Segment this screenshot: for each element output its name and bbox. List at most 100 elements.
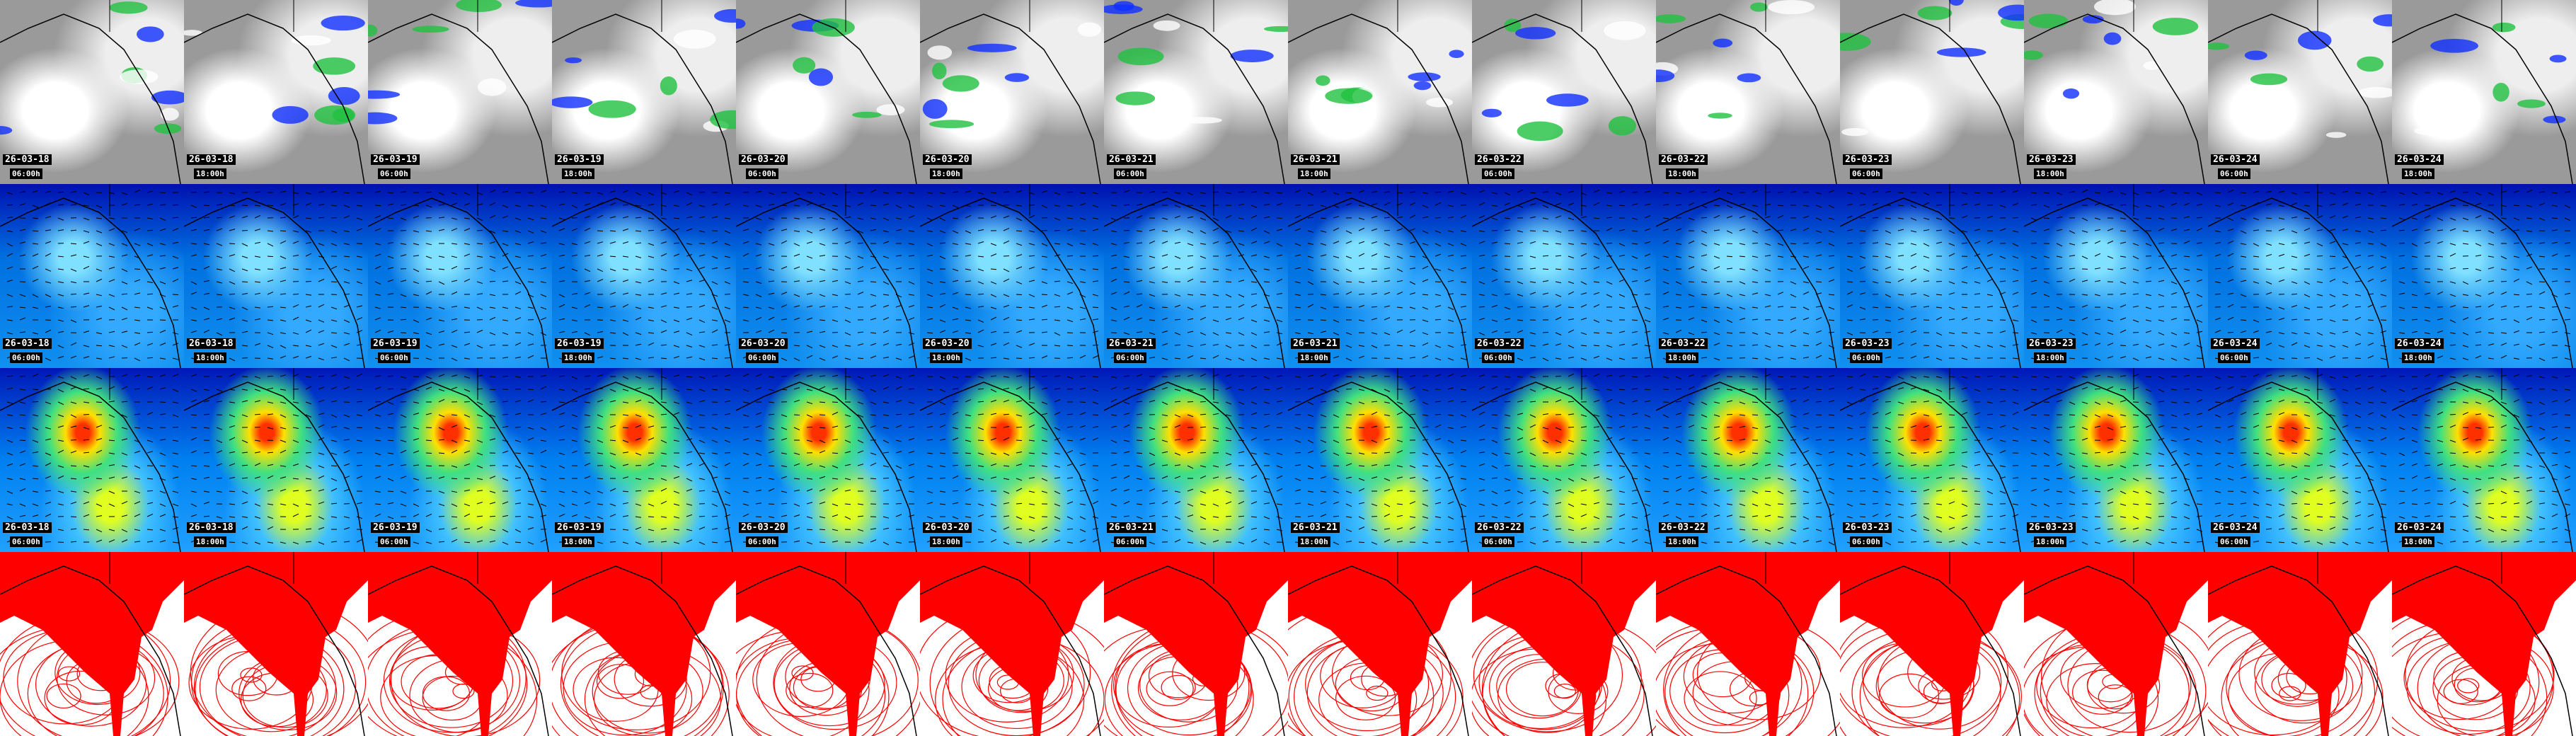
wind-arrow bbox=[1003, 240, 1010, 244]
coastline bbox=[0, 565, 181, 736]
wind-arrow bbox=[1910, 278, 1917, 282]
wind-arrow bbox=[648, 342, 655, 346]
wind-arrow bbox=[514, 413, 522, 415]
time-label: 06:00h bbox=[1114, 352, 1146, 363]
wind-arrow bbox=[1447, 400, 1454, 403]
wind-arrow bbox=[1752, 190, 1759, 193]
wind-arrow bbox=[343, 243, 350, 246]
wind-arrow bbox=[318, 386, 325, 390]
wind-arrow bbox=[540, 427, 547, 431]
wind-arrow bbox=[1568, 255, 1575, 259]
wind-arrow bbox=[1079, 437, 1086, 441]
wind-arrow bbox=[1828, 217, 1835, 220]
wind-arrow bbox=[146, 254, 154, 257]
wind-arrow bbox=[2012, 319, 2019, 322]
wind-arrow bbox=[1250, 401, 1258, 405]
wind-arrow bbox=[1752, 292, 1759, 295]
wind-arrow bbox=[1662, 478, 1669, 480]
wind-arrow bbox=[781, 240, 788, 244]
wind-arrow bbox=[1618, 205, 1626, 207]
wind-arrow bbox=[1161, 357, 1168, 360]
wind-arrow bbox=[571, 401, 578, 403]
wind-arrow bbox=[1828, 374, 1835, 377]
wind-arrow bbox=[1041, 318, 1048, 321]
wind-arrow bbox=[1066, 439, 1074, 442]
wind-arrow bbox=[1999, 389, 2006, 391]
wind-arrow bbox=[648, 437, 655, 441]
wind-arrow bbox=[1662, 332, 1669, 335]
wind-arrow bbox=[597, 414, 604, 418]
wind-arrow bbox=[622, 476, 629, 479]
wind-arrow bbox=[1815, 439, 1822, 441]
wind-arrow bbox=[2081, 189, 2088, 193]
wind-arrow bbox=[584, 414, 591, 417]
wind-arrow bbox=[571, 414, 578, 418]
wind-arrow bbox=[540, 386, 547, 390]
wind-arrow bbox=[1345, 192, 1352, 194]
wind-arrow bbox=[1250, 215, 1258, 219]
date-label: 26-03-22 bbox=[1475, 338, 1524, 349]
time-label: 18:00h bbox=[1298, 352, 1330, 363]
wind-arrow bbox=[305, 427, 312, 429]
wind-arrow bbox=[343, 268, 350, 272]
wind-arrow bbox=[673, 516, 680, 519]
wind-arrow bbox=[1250, 501, 1258, 505]
wind-arrow bbox=[1846, 414, 1853, 417]
wind-arrow bbox=[425, 345, 432, 349]
wind-arrow bbox=[1529, 255, 1536, 258]
isobar bbox=[793, 665, 854, 711]
wind-arrow bbox=[1371, 411, 1378, 415]
wind-arrow bbox=[1593, 464, 1600, 466]
wind-arrow bbox=[1752, 401, 1759, 403]
wind-arrow bbox=[540, 465, 547, 468]
wind-arrow bbox=[1948, 292, 1955, 295]
wind-arrow bbox=[1675, 192, 1682, 195]
wind-arrow bbox=[1263, 255, 1270, 258]
wind-arrow bbox=[2043, 205, 2050, 208]
isobar bbox=[188, 635, 313, 730]
wind-arrow bbox=[1460, 243, 1467, 246]
wind-arrow bbox=[540, 190, 547, 193]
wind-arrow bbox=[121, 539, 128, 543]
cloud-patch bbox=[2093, 0, 2136, 16]
wind-arrow bbox=[1307, 515, 1314, 517]
time-label: 06:00h bbox=[1114, 168, 1146, 179]
cloud-patch bbox=[793, 57, 816, 74]
coastline bbox=[1288, 13, 1469, 184]
wind-arrow bbox=[1041, 281, 1048, 284]
wind-arrow bbox=[1187, 529, 1194, 532]
wind-arrow bbox=[597, 241, 604, 244]
wind-arrow bbox=[1225, 414, 1232, 417]
wind-arrow bbox=[425, 386, 432, 390]
wind-arrow bbox=[1644, 414, 1651, 418]
isobar bbox=[1288, 640, 1434, 736]
wind-arrow bbox=[1333, 490, 1340, 494]
wind-arrow bbox=[540, 294, 547, 297]
wind-arrow bbox=[1885, 412, 1892, 415]
wind-arrow bbox=[2145, 319, 2152, 322]
map-overlay bbox=[1656, 184, 1837, 368]
wind-arrow bbox=[330, 488, 338, 492]
isobar bbox=[1683, 638, 1782, 714]
wind-arrow bbox=[648, 243, 655, 246]
wind-arrow bbox=[540, 539, 547, 543]
wind-arrow bbox=[280, 306, 287, 309]
wind-arrow bbox=[1460, 374, 1467, 377]
wind-arrow bbox=[267, 401, 274, 404]
wind-arrow bbox=[698, 357, 706, 361]
wind-arrow bbox=[1923, 541, 1930, 543]
wind-arrow bbox=[203, 318, 210, 321]
wind-arrow bbox=[1320, 230, 1327, 233]
wind-arrow bbox=[793, 243, 800, 246]
map-cell: 26-03-20 18:00h bbox=[920, 0, 1104, 184]
time-label: 18:00h bbox=[1298, 168, 1330, 179]
wind-arrow bbox=[1225, 374, 1232, 377]
wind-arrow bbox=[1358, 241, 1365, 244]
wind-arrow bbox=[806, 374, 813, 377]
wind-arrow bbox=[254, 400, 261, 403]
wind-arrow bbox=[793, 514, 800, 517]
wind-arrow bbox=[2107, 343, 2114, 346]
wind-arrow bbox=[1815, 489, 1822, 492]
wind-arrow bbox=[673, 401, 680, 404]
wind-arrow bbox=[96, 243, 103, 246]
